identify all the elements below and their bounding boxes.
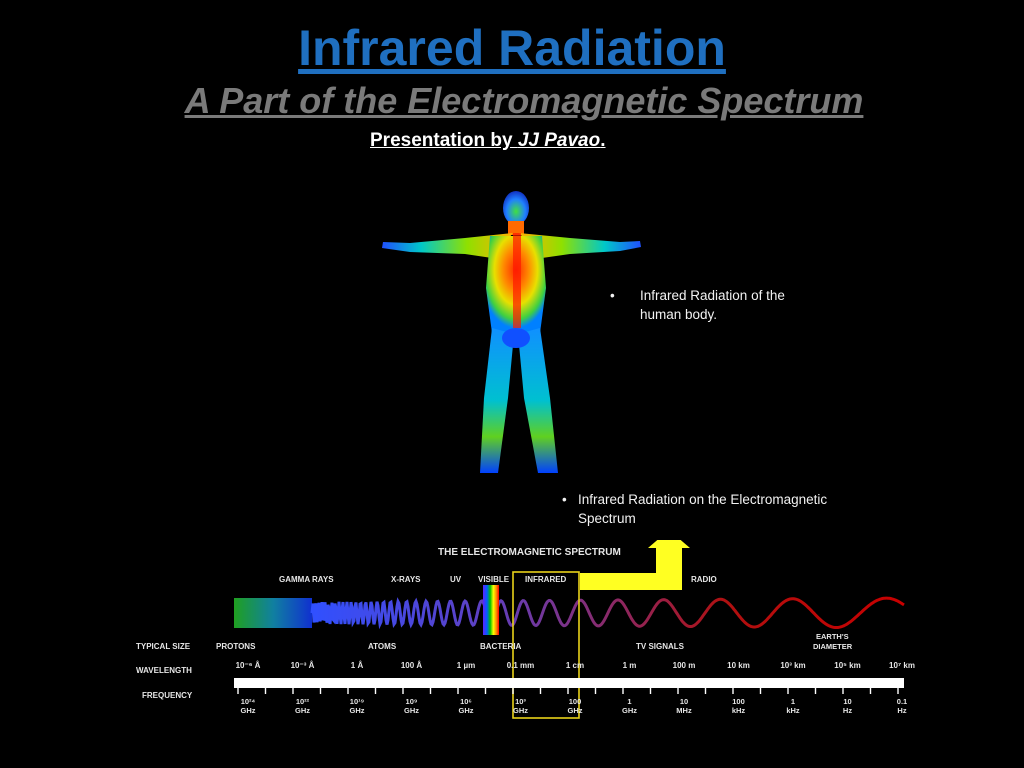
thermal-body-image xyxy=(382,191,641,473)
wavelength-labels: 10⁻⁶ Å 10⁻³ Å 1 Å 100 Å 1 µm 0.1 mm 1 cm 1 m 100… xyxy=(236,661,915,670)
wavelength-label: 1 µm xyxy=(457,661,475,670)
band-infrared: INFRARED xyxy=(525,575,567,584)
bullet-em-spectrum: • Infrared Radiation on the Electromagne… xyxy=(562,490,878,528)
scale-ticks xyxy=(237,688,899,694)
frequency-value: 10²² xyxy=(296,697,310,706)
frequency-value: 1 xyxy=(791,697,795,706)
visible-light-band xyxy=(483,585,499,635)
frequency-unit: GHz xyxy=(513,706,528,715)
frequency-unit: kHz xyxy=(786,706,800,715)
size-diameter: DIAMETER xyxy=(813,642,853,651)
frequency-unit: Hz xyxy=(897,706,906,715)
frequency-value: 10 xyxy=(680,697,688,706)
presenter-byline: Presentation by JJ Pavao. xyxy=(370,128,606,154)
bullet-marker: • xyxy=(562,492,567,507)
slide-title: Infrared Radiation xyxy=(298,20,726,76)
frequency-value: 1 xyxy=(627,697,631,706)
pointer-arrow xyxy=(580,540,690,590)
spectrum-heading: THE ELECTROMAGNETIC SPECTRUM xyxy=(438,547,621,558)
frequency-unit: GHz xyxy=(404,706,419,715)
wavelength-label: 10 km xyxy=(727,661,750,670)
wavelength-label: 10⁵ km xyxy=(834,661,860,670)
size-atoms: ATOMS xyxy=(368,642,397,651)
frequency-value: 10³ xyxy=(515,697,526,706)
row-label-typical-size: TYPICAL SIZE xyxy=(136,642,191,651)
frequency-unit: GHz xyxy=(350,706,365,715)
frequency-unit: kHz xyxy=(732,706,746,715)
size-bacteria: BACTERIA xyxy=(480,642,522,651)
band-gamma-rays: GAMMA RAYS xyxy=(279,575,334,584)
size-tv-signals: TV SIGNALS xyxy=(636,642,685,651)
frequency-unit: GHz xyxy=(241,706,256,715)
em-wave xyxy=(310,596,905,630)
row-label-wavelength: WAVELENGTH xyxy=(136,666,192,675)
frequency-unit: GHz xyxy=(295,706,310,715)
band-visible: VISIBLE xyxy=(478,575,510,584)
wavelength-label: 100 Å xyxy=(401,661,423,670)
bullet-text: Infrared Radiation of the human body. xyxy=(640,288,785,322)
frequency-value: 0.1 xyxy=(897,697,907,706)
size-protons: PROTONS xyxy=(216,642,256,651)
size-earth: EARTH'S xyxy=(816,632,849,641)
frequency-value: 10¹⁹ xyxy=(350,697,365,706)
byline-suffix: . xyxy=(600,130,606,151)
wavelength-label: 1 cm xyxy=(566,661,584,670)
band-x-rays: X-RAYS xyxy=(391,575,421,584)
wavelength-label: 10⁻⁶ Å xyxy=(236,661,261,670)
wavelength-label: 1 Å xyxy=(351,661,364,670)
wavelength-label: 10⁷ km xyxy=(889,661,915,670)
bullet-text: Infrared Radiation on the Electromagneti… xyxy=(578,492,828,526)
frequency-value: 10 xyxy=(843,697,851,706)
frequency-labels: 10²⁴GHz10²²GHz10¹⁹GHz10⁹GHz10⁶GHz10³GHz1… xyxy=(241,697,908,715)
frequency-value: 10⁹ xyxy=(406,697,418,706)
band-radio: RADIO xyxy=(691,575,717,584)
gamma-ray-band xyxy=(234,598,312,628)
frequency-unit: GHz xyxy=(459,706,474,715)
frequency-unit: MHz xyxy=(676,706,692,715)
byline-prefix: Presentation by xyxy=(370,130,518,151)
frequency-value: 100 xyxy=(569,697,582,706)
byline-author: JJ Pavao xyxy=(517,130,601,151)
spectrum-scale-bar xyxy=(234,678,904,688)
bullet-human-body: • Infrared Radiation of the human body. xyxy=(610,286,810,324)
frequency-unit: GHz xyxy=(622,706,637,715)
em-spectrum-diagram: THE ELECTROMAGNETIC SPECTRUM GAMMA RAYS … xyxy=(136,540,915,719)
frequency-value: 100 xyxy=(732,697,745,706)
infrared-highlight-box xyxy=(512,571,580,719)
slide-subtitle: A Part of the Electromagnetic Spectrum xyxy=(184,80,864,121)
frequency-value: 10⁶ xyxy=(460,697,472,706)
frequency-unit: GHz xyxy=(568,706,583,715)
wavelength-label: 10³ km xyxy=(780,661,805,670)
frequency-unit: Hz xyxy=(843,706,852,715)
wavelength-label: 1 m xyxy=(623,661,637,670)
frequency-value: 10²⁴ xyxy=(241,697,256,706)
band-uv: UV xyxy=(450,575,462,584)
wavelength-label: 100 m xyxy=(673,661,696,670)
row-label-frequency: FREQUENCY xyxy=(142,691,193,700)
bullet-marker: • xyxy=(610,288,615,303)
wavelength-label: 10⁻³ Å xyxy=(291,661,315,670)
wavelength-label: 0.1 mm xyxy=(507,661,535,670)
